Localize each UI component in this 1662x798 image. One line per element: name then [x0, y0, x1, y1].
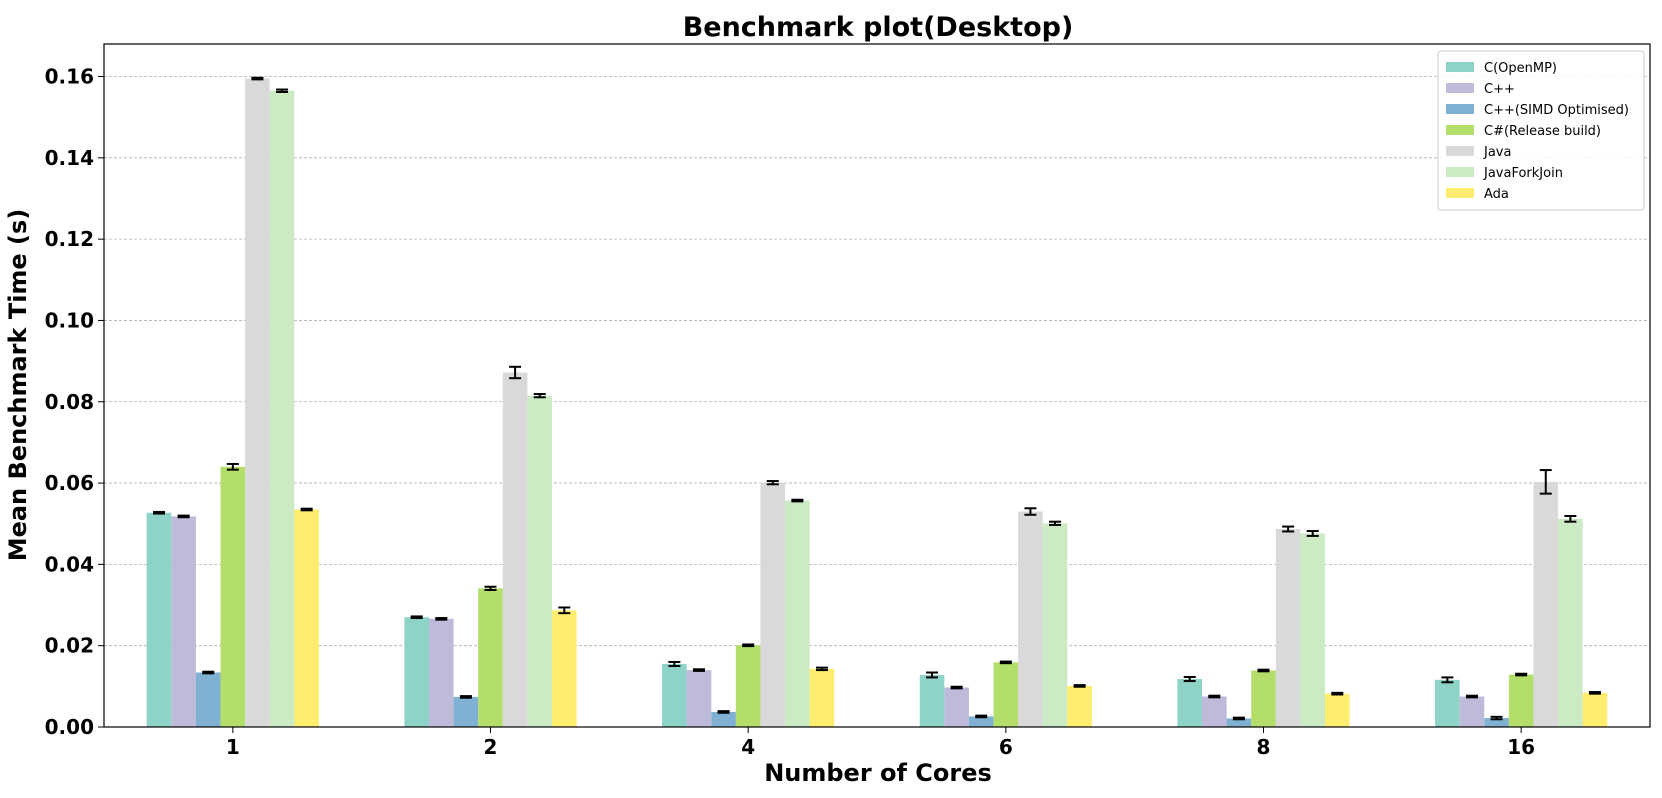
bar [429, 618, 454, 727]
bar [1042, 523, 1068, 727]
bar [269, 90, 295, 727]
error-bars [153, 76, 1601, 721]
y-tick-label: 0.00 [45, 715, 94, 739]
legend-swatch [1446, 125, 1474, 135]
bar [195, 672, 221, 727]
legend-entry: JavaForkJoin [1483, 166, 1563, 181]
bar [1508, 674, 1534, 727]
x-axis-ticks: 1 2 4 6 8 16 [226, 727, 1535, 759]
legend-entry: C#(Release build) [1484, 124, 1601, 139]
legend: C(OpenMP) C++ C++(SIMD Optimised) C#(Releas… [1437, 50, 1645, 211]
bar [220, 466, 246, 727]
bar [1300, 533, 1325, 727]
y-tick-label: 0.10 [45, 308, 94, 332]
y-tick-label: 0.08 [45, 390, 94, 414]
gridlines [104, 76, 1650, 647]
bar [552, 610, 577, 727]
bar [1226, 718, 1252, 727]
bar [1484, 718, 1509, 727]
bar [404, 617, 429, 727]
legend-entry: C++ [1484, 82, 1515, 97]
chart-title: Benchmark plot(Desktop) [683, 12, 1074, 43]
bar [1275, 529, 1301, 727]
legend-entry: Ada [1484, 187, 1509, 202]
y-tick-label: 0.04 [45, 552, 94, 576]
bar [686, 670, 712, 727]
legend-swatch [1446, 188, 1474, 198]
legend-entry: C(OpenMP) [1484, 61, 1557, 76]
bar [1558, 518, 1583, 727]
legend-swatch [1446, 62, 1474, 72]
bar [146, 512, 172, 727]
x-tick-label: 4 [741, 735, 755, 759]
bar [502, 372, 528, 727]
plot-area-frame [103, 43, 1651, 728]
bar [944, 687, 969, 727]
legend-swatch [1446, 167, 1474, 177]
bar [1582, 692, 1608, 727]
x-tick-label: 8 [1257, 735, 1271, 759]
x-tick-label: 1 [226, 735, 240, 759]
legend-box [1437, 50, 1645, 211]
bar [993, 662, 1019, 727]
y-tick-label: 0.06 [45, 471, 94, 495]
bar [809, 668, 835, 727]
bar [527, 395, 552, 727]
legend-entry: C++(SIMD Optimised) [1484, 103, 1629, 118]
y-axis-label: Mean Benchmark Time (s) [4, 209, 32, 562]
bar [1067, 685, 1092, 727]
legend-entry: Java [1483, 145, 1511, 160]
bar [453, 696, 479, 727]
bar [478, 588, 503, 727]
bar [1533, 481, 1559, 727]
x-tick-label: 2 [484, 735, 498, 759]
y-tick-label: 0.16 [45, 65, 94, 89]
bar [1177, 679, 1202, 727]
bar [662, 663, 687, 727]
y-tick-label: 0.02 [45, 634, 94, 658]
legend-swatch [1446, 83, 1474, 93]
legend-swatch [1446, 146, 1474, 156]
bar [1251, 670, 1276, 727]
bars [146, 78, 1608, 728]
bar [760, 482, 786, 727]
bar [1459, 696, 1485, 727]
bar [1435, 679, 1460, 727]
bar [245, 78, 270, 728]
bar [294, 509, 319, 727]
y-tick-label: 0.12 [45, 227, 94, 251]
bar [785, 500, 810, 727]
bar [1325, 693, 1350, 727]
bar [968, 716, 994, 727]
x-axis-label: Number of Cores [764, 759, 992, 787]
x-tick-label: 16 [1507, 735, 1535, 759]
bar [171, 516, 196, 727]
y-axis-ticks: 0.00 0.02 0.04 0.06 0.08 0.10 0.12 0.14 0.16 [45, 65, 104, 739]
y-tick-label: 0.14 [45, 146, 94, 170]
bar [711, 711, 736, 727]
bar [1018, 511, 1043, 727]
bar [919, 674, 945, 727]
bar [1202, 696, 1227, 727]
bar [735, 645, 761, 727]
x-tick-label: 6 [999, 735, 1013, 759]
legend-swatch [1446, 104, 1474, 114]
